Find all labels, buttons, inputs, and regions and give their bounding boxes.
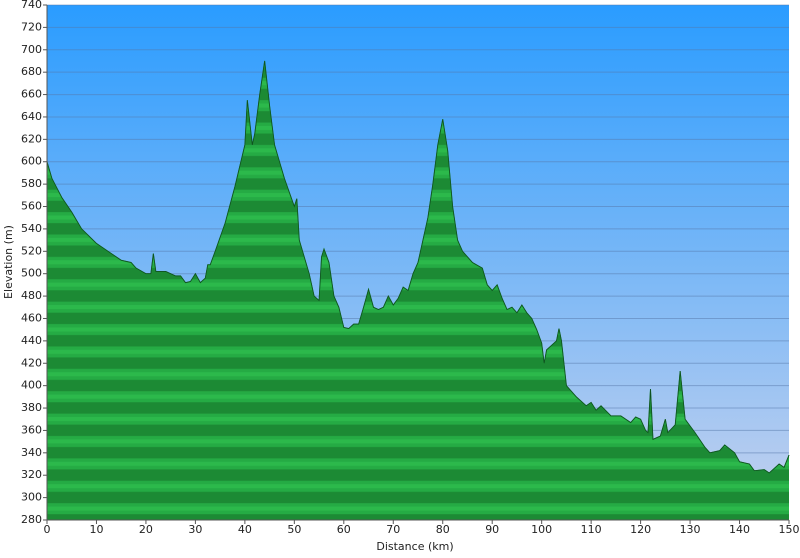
y-tick-label: 300: [21, 491, 42, 504]
y-tick-label: 660: [21, 88, 42, 101]
x-tick-label: 80: [436, 523, 450, 536]
x-tick-label: 130: [680, 523, 701, 536]
y-tick-label: 380: [21, 401, 42, 414]
y-tick-label: 640: [21, 110, 42, 123]
y-tick-label: 440: [21, 334, 42, 347]
y-tick-label: 420: [21, 356, 42, 369]
x-tick-label: 110: [581, 523, 602, 536]
y-tick-label: 620: [21, 132, 42, 145]
x-tick-label: 100: [531, 523, 552, 536]
x-tick-label: 30: [188, 523, 202, 536]
y-tick-label: 600: [21, 155, 42, 168]
y-tick-label: 460: [21, 311, 42, 324]
y-tick-label: 360: [21, 423, 42, 436]
x-tick-label: 20: [139, 523, 153, 536]
y-tick-label: 520: [21, 244, 42, 257]
x-tick-label: 0: [44, 523, 51, 536]
elevation-area: [47, 60, 789, 520]
x-tick-label: 40: [238, 523, 252, 536]
y-tick-label: 720: [21, 20, 42, 33]
y-tick-label: 480: [21, 289, 42, 302]
y-tick-label: 680: [21, 65, 42, 78]
x-tick-label: 10: [89, 523, 103, 536]
y-tick-label: 580: [21, 177, 42, 190]
x-tick-label: 70: [386, 523, 400, 536]
y-tick-label: 540: [21, 222, 42, 235]
y-tick-label: 560: [21, 200, 42, 213]
y-tick-label: 700: [21, 43, 42, 56]
elevation-outline: [46, 60, 790, 474]
y-axis-title: Elevation (m): [2, 225, 15, 299]
y-tick-label: 340: [21, 446, 42, 459]
y-tick-label: 400: [21, 379, 42, 392]
y-tick-label: 500: [21, 267, 42, 280]
x-tick-label: 120: [630, 523, 651, 536]
x-tick-label: 150: [779, 523, 800, 536]
x-tick-label: 140: [729, 523, 750, 536]
x-tick-label: 90: [485, 523, 499, 536]
x-axis-title: Distance (km): [376, 540, 453, 553]
y-tick-label: 280: [21, 513, 42, 526]
x-tick-label: 50: [287, 523, 301, 536]
y-tick-label: 320: [21, 468, 42, 481]
y-tick-label: 740: [21, 0, 42, 11]
x-tick-label: 60: [337, 523, 351, 536]
